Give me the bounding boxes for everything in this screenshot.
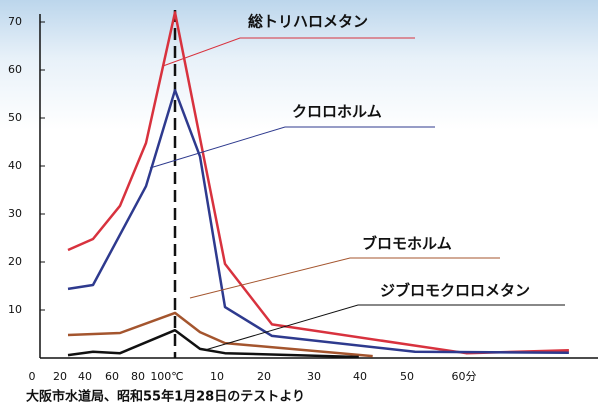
leader-line bbox=[204, 304, 565, 351]
leader-line bbox=[162, 37, 415, 67]
x-tick-label: 40 bbox=[353, 370, 367, 383]
water-backdrop bbox=[0, 0, 598, 130]
source-note: 大阪市水道局、昭和55年1月28日のテストより bbox=[26, 389, 305, 405]
y-tick-label: 20 bbox=[8, 255, 22, 268]
y-tick-label: 40 bbox=[8, 159, 22, 172]
leader-line bbox=[189, 257, 500, 299]
x-tick-label: 0 bbox=[29, 370, 36, 383]
series-label: クロロホルム bbox=[292, 103, 382, 121]
x-tick-label: 60分 bbox=[452, 370, 477, 383]
series-label: ブロモホルム bbox=[362, 235, 452, 253]
leader-line bbox=[149, 126, 435, 169]
y-tick-label: 30 bbox=[8, 207, 22, 220]
y-tick-label: 70 bbox=[8, 15, 22, 28]
x-tick-label: 80 bbox=[131, 370, 145, 383]
x-tick-label: 20 bbox=[53, 370, 67, 383]
series-line bbox=[67, 328, 359, 359]
x-tick-label: 20 bbox=[257, 370, 271, 383]
series-label: 総トリハロメタン bbox=[248, 13, 368, 31]
y-tick-label: 10 bbox=[8, 303, 22, 316]
x-tick-label: 50 bbox=[400, 370, 414, 383]
x-tick-label: 40 bbox=[78, 370, 92, 383]
series-line bbox=[67, 311, 373, 358]
x-tick-label: 100℃ bbox=[150, 370, 183, 383]
x-tick-label: 30 bbox=[307, 370, 321, 383]
y-tick-label: 60 bbox=[8, 63, 22, 76]
series-label: ジブロモクロロメタン bbox=[380, 282, 530, 300]
x-tick-label: 60 bbox=[105, 370, 119, 383]
series-line bbox=[67, 88, 569, 354]
series-line bbox=[67, 11, 569, 355]
x-tick-label: 10 bbox=[210, 370, 224, 383]
y-tick-label: 50 bbox=[8, 111, 22, 124]
